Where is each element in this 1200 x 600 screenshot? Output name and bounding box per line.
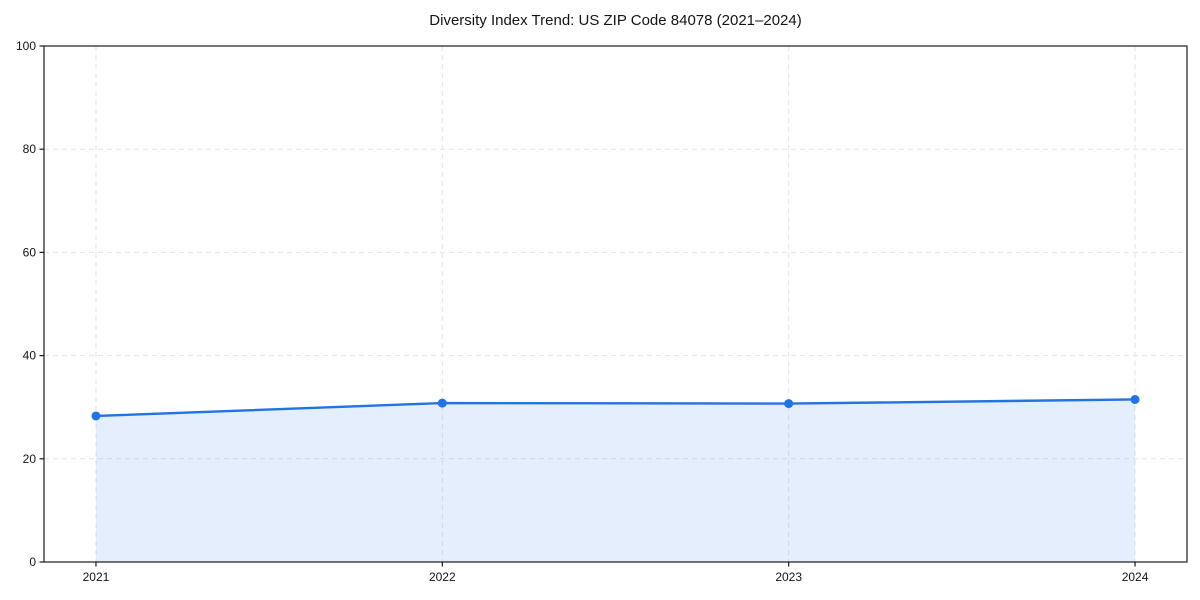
data-point-marker <box>91 411 101 421</box>
data-point-marker <box>1130 394 1140 404</box>
x-axis-tick-label: 2021 <box>83 570 110 584</box>
area-fill <box>95 399 1136 562</box>
y-axis-tick-label: 100 <box>16 39 36 53</box>
chart-title: Diversity Index Trend: US ZIP Code 84078… <box>429 12 802 29</box>
y-axis-tick-label: 40 <box>23 349 37 363</box>
trend-line <box>94 398 1137 418</box>
y-axis-tick-label: 20 <box>23 452 37 466</box>
y-axis-tick-label: 60 <box>23 245 37 259</box>
data-point-marker <box>437 398 447 408</box>
data-point-marker <box>784 399 794 409</box>
y-axis-tick-label: 80 <box>23 142 37 156</box>
x-axis-tick-label: 2023 <box>775 570 802 584</box>
x-axis-tick-label: 2022 <box>429 570 456 584</box>
y-axis-tick-label: 0 <box>29 555 36 569</box>
x-axis-tick-label: 2024 <box>1122 570 1149 584</box>
plot-border <box>43 45 1188 563</box>
